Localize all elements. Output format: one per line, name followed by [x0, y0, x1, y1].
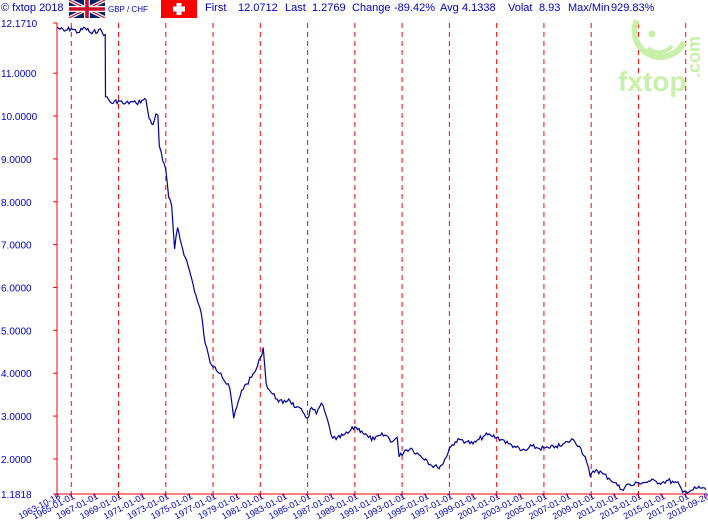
change-value: -89.42% — [394, 2, 435, 14]
axes — [56, 23, 706, 495]
y-tick-label: 8.0000 — [1, 198, 32, 209]
last-value: 1.2769 — [312, 2, 346, 14]
maxmin-label: Max/Min — [568, 2, 610, 14]
y-tick-label: 6.0000 — [1, 283, 32, 294]
smiley-icon — [631, 18, 687, 60]
y-tick-label: 5.0000 — [1, 326, 32, 337]
series-line — [56, 25, 707, 495]
volat-value: 8.93 — [539, 2, 561, 14]
volat-label: Volat — [508, 2, 533, 14]
y-tick-label: 9.0000 — [1, 155, 32, 166]
watermark-suffix: .com — [684, 36, 704, 78]
header-bar: © fxtop 2018 GBP / CHF First 12.0712 Las… — [0, 0, 708, 18]
first-value: 12.0712 — [238, 2, 278, 14]
avg-label: Avg — [440, 2, 459, 14]
change-label: Change — [352, 2, 391, 14]
y-tick-label: 11.0000 — [1, 69, 37, 80]
y-tick-label: 7.0000 — [1, 241, 32, 252]
y-tick-label: 1.1818 — [1, 490, 32, 501]
currency-pair: GBP / CHF — [108, 5, 148, 14]
y-tick-label: 2.0000 — [1, 455, 32, 466]
y-tick-label: 10.0000 — [1, 112, 38, 123]
swiss-flag-icon — [161, 0, 197, 18]
last-label: Last — [285, 2, 306, 14]
y-axis-ticks: 12.1710 11.0000 10.0000 9.0000 8.0000 7.0000 6… — [1, 19, 57, 501]
first-label: First — [205, 2, 227, 14]
maxmin-value: 929.83% — [611, 2, 655, 14]
y-tick-label: 3.0000 — [1, 412, 32, 423]
vertical-gridlines — [70, 23, 687, 494]
y-tick-label: 4.0000 — [1, 369, 32, 380]
avg-value: 4.1338 — [462, 2, 496, 14]
uk-flag-icon — [68, 0, 106, 18]
watermark-text: fxtop — [618, 66, 686, 97]
copyright-label: © fxtop 2018 — [1, 2, 64, 14]
y-tick-label: 12.1710 — [1, 19, 38, 30]
